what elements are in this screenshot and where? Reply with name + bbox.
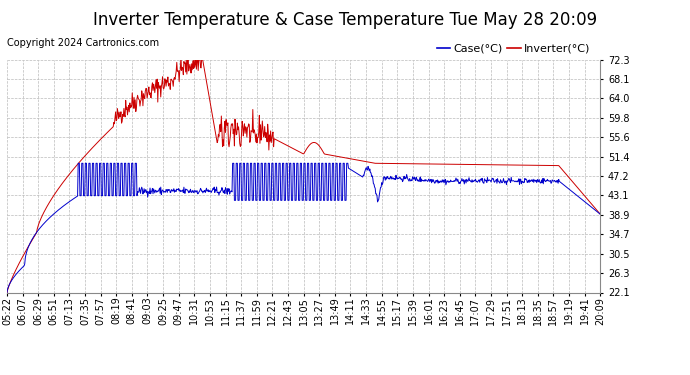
Text: Inverter Temperature & Case Temperature Tue May 28 20:09: Inverter Temperature & Case Temperature … (93, 11, 597, 29)
Legend: Case(°C), Inverter(°C): Case(°C), Inverter(°C) (433, 39, 595, 58)
Text: Copyright 2024 Cartronics.com: Copyright 2024 Cartronics.com (7, 38, 159, 48)
